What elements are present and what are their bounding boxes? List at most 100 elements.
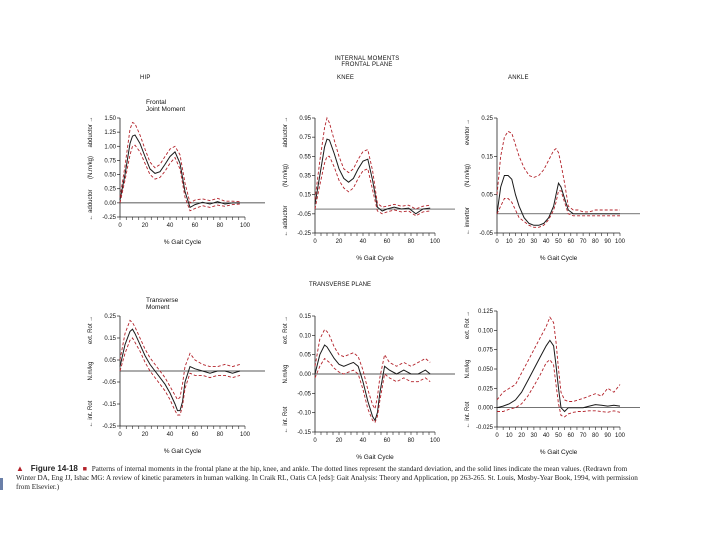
caption-square-icon: ■ — [82, 465, 87, 473]
y-tick-label: -0.10 — [297, 411, 311, 417]
x-tick-label: 60 — [384, 438, 391, 444]
y-axis-positive-label: evertor → — [465, 119, 471, 145]
x-tick-label: 60 — [192, 432, 199, 438]
y-tick-label: 0.05 — [299, 353, 311, 359]
x-tick-label: 30 — [531, 433, 538, 439]
caption-figure-label: Figure 14-18 — [30, 464, 78, 473]
chart-knee-frontal: -0.25 -0.05 0.15 0.35 0.55 0.75 0.95 0 20 40 60 80 1… — [283, 116, 455, 262]
y-tick-label: 0.15 — [299, 314, 311, 320]
y-tick-label: 0.050 — [478, 367, 494, 373]
y-tick-label: 0.50 — [104, 173, 116, 179]
x-axis-label: % Gait Cycle — [540, 255, 578, 262]
series-sd_upper — [496, 130, 620, 213]
transverse-plane-label: TRANSVERSE PLANE — [309, 282, 372, 288]
x-tick-label: 20 — [518, 239, 525, 245]
column-label-knee: KNEE — [337, 75, 355, 81]
series-sd_upper — [314, 116, 431, 210]
figure-title-line2: FRONTAL PLANE — [341, 62, 393, 68]
x-tick-label: 0 — [118, 223, 122, 229]
y-tick-label: 1.00 — [104, 144, 116, 150]
series-sd_lower — [119, 144, 241, 212]
x-tick-label: 70 — [580, 239, 587, 245]
y-tick-label: 0.10 — [299, 333, 311, 339]
x-tick-label: 40 — [543, 239, 550, 245]
y-tick-label: 1.50 — [104, 116, 116, 122]
x-tick-label: 10 — [506, 239, 513, 245]
figure-title: INTERNAL MOMENTS FRONTAL PLANE — [322, 56, 412, 68]
series-mean — [119, 328, 241, 412]
chart-knee-transverse: -0.15 -0.10 -0.05 0.00 0.05 0.10 0.15 0 20 40 60 80… — [283, 314, 455, 461]
panel-title-line: Joint Moment — [146, 106, 185, 113]
caption-triangle-icon: ▲ — [16, 464, 24, 473]
x-tick-label: 20 — [142, 223, 149, 229]
column-label-ankle: ANKLE — [508, 75, 529, 81]
x-tick-label: 0 — [313, 438, 317, 444]
y-tick-label: -0.15 — [102, 402, 116, 408]
x-tick-label: 80 — [408, 438, 415, 444]
y-tick-label: 0.25 — [104, 314, 116, 320]
x-tick-label: 60 — [384, 239, 391, 245]
y-tick-label: 0.125 — [478, 309, 494, 315]
x-tick-label: 40 — [360, 239, 367, 245]
y-tick-label: 0.00 — [104, 201, 116, 207]
chart-ankle-transverse: -0.025 0.000 0.025 0.050 0.075 0.100 0.125 0 10 2… — [465, 309, 640, 456]
y-tick-label: 0.025 — [478, 386, 494, 392]
y-tick-label: 0.15 — [104, 336, 116, 342]
series-mean — [314, 344, 431, 422]
x-tick-label: 70 — [580, 433, 587, 439]
series-sd_lower — [497, 359, 621, 418]
x-tick-label: 0 — [118, 432, 122, 438]
caption-text: Patterns of internal moments in the fron… — [16, 465, 638, 491]
y-axis-unit-label: N.m/kg — [88, 361, 94, 380]
x-tick-label: 0 — [495, 239, 499, 245]
series-sd_upper — [119, 121, 241, 204]
series-sd_lower — [119, 337, 241, 416]
y-tick-label: 0.15 — [299, 193, 311, 199]
series-mean — [496, 339, 621, 413]
x-tick-label: 0 — [495, 433, 499, 439]
figure-title-line1: INTERNAL MOMENTS — [334, 56, 400, 62]
x-axis-label: % Gait Cycle — [164, 448, 202, 455]
x-tick-label: 20 — [336, 438, 343, 444]
x-tick-label: 100 — [430, 239, 441, 245]
column-label-hip: HIP — [140, 75, 151, 81]
y-tick-label: -0.05 — [297, 391, 311, 397]
y-tick-label: -0.05 — [479, 231, 493, 237]
y-tick-label: 0.100 — [478, 328, 494, 334]
panel-title-line: Transverse — [146, 297, 179, 304]
x-tick-label: 80 — [592, 239, 599, 245]
x-tick-label: 40 — [360, 438, 367, 444]
x-tick-label: 80 — [408, 239, 415, 245]
chart-ankle-frontal: -0.05 0.05 0.15 0.25 0 10 20 30 40 50 60 70 80 90 100%… — [465, 116, 640, 262]
y-tick-label: -0.05 — [102, 380, 116, 386]
y-axis-unit-label: N.m/kg — [283, 364, 289, 383]
x-tick-label: 40 — [167, 223, 174, 229]
y-tick-label: -0.25 — [102, 424, 116, 430]
x-tick-label: 100 — [240, 432, 251, 438]
panel-title-line: Moment — [146, 304, 170, 311]
chart-hip-frontal: -0.25 0.00 0.25 0.50 0.75 1.00 1.25 1.50 0 20 40 60… — [88, 99, 265, 246]
y-tick-label: 0.75 — [104, 158, 116, 164]
x-tick-label: 90 — [604, 433, 611, 439]
y-tick-label: -0.15 — [297, 430, 311, 436]
x-tick-label: 100 — [240, 223, 251, 229]
chart-hip-transverse: -0.25 -0.15 -0.05 0.05 0.15 0.25 0 20 40 60 80 100%… — [88, 297, 265, 455]
x-axis-label: % Gait Cycle — [164, 239, 202, 246]
y-tick-label: 0.25 — [481, 116, 493, 122]
y-tick-label: 0.05 — [104, 358, 116, 364]
series-sd_lower — [314, 357, 431, 424]
y-tick-label: 1.25 — [104, 130, 116, 136]
x-tick-label: 100 — [430, 438, 441, 444]
series-mean — [314, 138, 431, 215]
y-tick-label: 0.55 — [299, 154, 311, 160]
y-axis-positive-label: abductor → — [283, 116, 289, 147]
x-tick-label: 50 — [555, 433, 562, 439]
y-axis-negative-label: ← int. Rot — [88, 400, 94, 427]
x-tick-label: 20 — [142, 432, 149, 438]
y-tick-label: 0.15 — [481, 154, 493, 160]
y-tick-label: -0.05 — [297, 212, 311, 218]
x-tick-label: 30 — [531, 239, 538, 245]
x-tick-label: 20 — [336, 239, 343, 245]
y-tick-label: 0.000 — [478, 406, 494, 412]
x-axis-label: % Gait Cycle — [356, 454, 394, 461]
